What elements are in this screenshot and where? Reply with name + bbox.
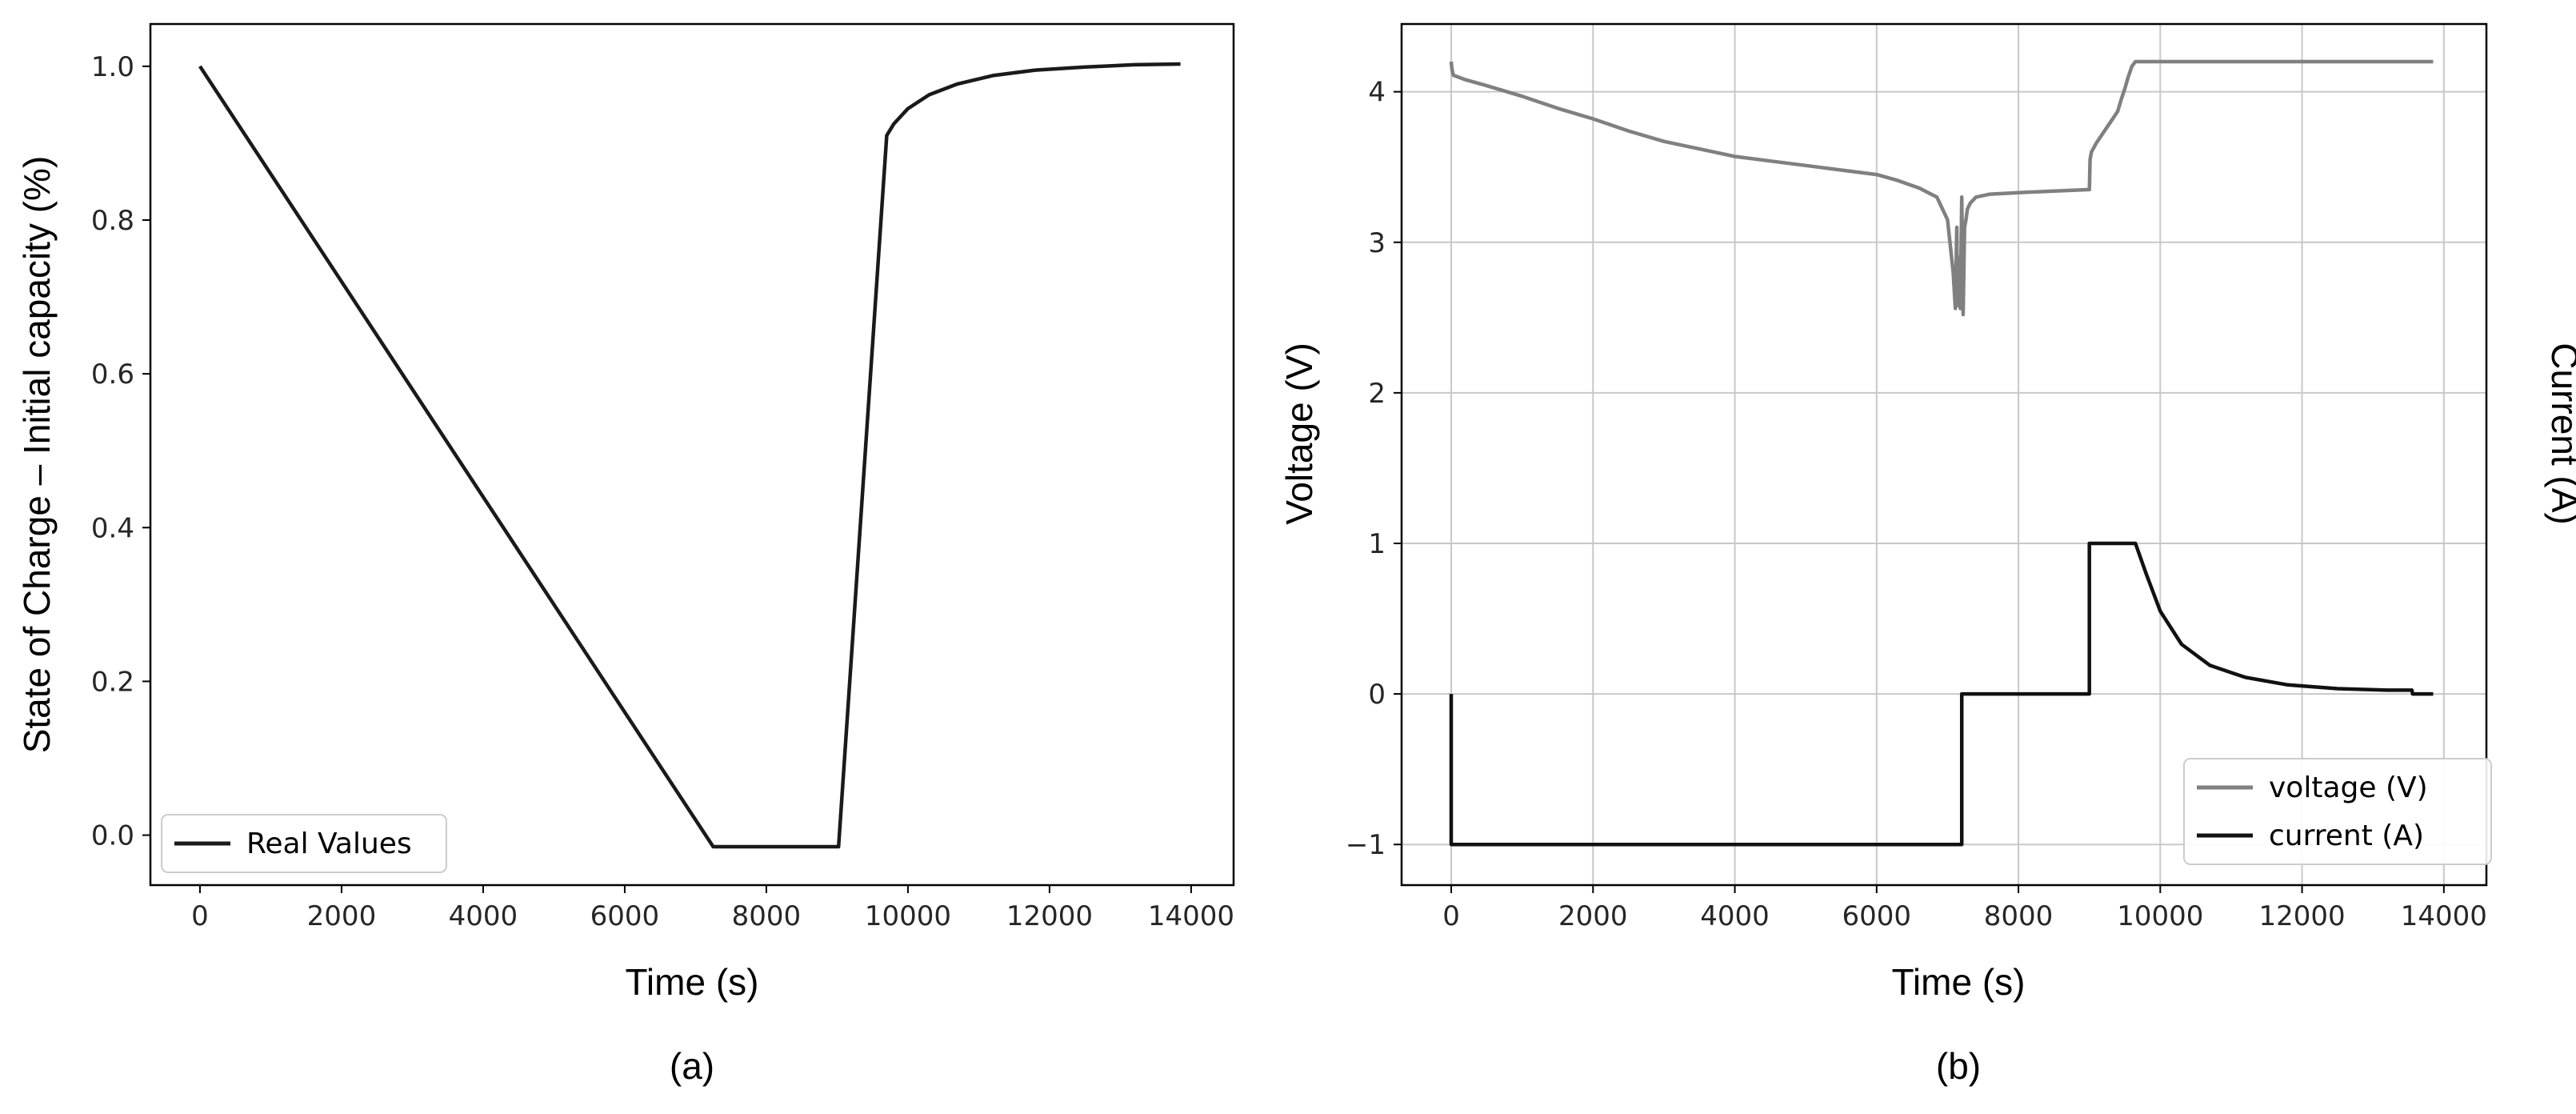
x-tick-label: 0 bbox=[1442, 900, 1460, 932]
x-tick-label: 8000 bbox=[732, 900, 802, 932]
panel-caption: (b) bbox=[1936, 1045, 1981, 1087]
y-tick-label: 0.8 bbox=[91, 205, 134, 237]
y-axis-label: Voltage (V) bbox=[1278, 343, 1320, 525]
x-tick-label: 4000 bbox=[1700, 900, 1770, 932]
x-axis-label: Time (s) bbox=[626, 961, 759, 1003]
legend-box bbox=[2183, 758, 2492, 865]
x-tick-label: 6000 bbox=[1842, 900, 1912, 932]
series-line-2 bbox=[1449, 541, 2434, 847]
y-tick-label: −1 bbox=[1346, 829, 1386, 861]
chart-panel-b: 0 2000 4000 6000 8000 10000 12000 14000 −1 0 1 2 3 4 V… bbox=[1278, 22, 2576, 1087]
x-tick-label: 8000 bbox=[1984, 900, 2054, 932]
y-tick-label: 0.0 bbox=[91, 820, 134, 852]
plot-frame bbox=[1400, 22, 2488, 887]
chart-panel-a: 0 2000 4000 6000 8000 10000 12000 14000 0.0 0.2 0.… bbox=[16, 22, 1235, 1087]
x-tick-label: 6000 bbox=[590, 900, 660, 932]
legend-label: current (A) bbox=[2269, 819, 2424, 852]
y-tick-label: 3 bbox=[1368, 227, 1386, 259]
y-tick-label: 0.6 bbox=[91, 359, 134, 391]
y-axis-label: State of Charge – Initial capacity (%) bbox=[16, 156, 58, 754]
legend-label: voltage (V) bbox=[2269, 771, 2428, 804]
plot-frame bbox=[149, 22, 1235, 887]
legend-box bbox=[161, 814, 447, 873]
x-tick-label: 10000 bbox=[2117, 900, 2203, 932]
x-tick-label: 14000 bbox=[1148, 900, 1234, 932]
x-axis-label: Time (s) bbox=[1892, 961, 2026, 1003]
x-tick-label: 12000 bbox=[2258, 900, 2345, 932]
x-tick-label: 4000 bbox=[449, 900, 518, 932]
x-tick-label: 2000 bbox=[307, 900, 377, 932]
panel-caption: (a) bbox=[670, 1045, 714, 1087]
x-tick-label: 12000 bbox=[1006, 900, 1093, 932]
x-tick-label: 0 bbox=[191, 900, 209, 932]
y-tick-label: 0 bbox=[1368, 679, 1386, 711]
x-tick-label: 2000 bbox=[1558, 900, 1628, 932]
y-tick-label: 1 bbox=[1368, 528, 1386, 560]
y-tick-label: 2 bbox=[1368, 378, 1386, 410]
series-line-1 bbox=[198, 62, 1181, 849]
legend: Real Values bbox=[161, 814, 447, 873]
y-tick-label: 0.2 bbox=[91, 666, 134, 698]
x-tick-label: 10000 bbox=[865, 900, 951, 932]
right-axis-label: Current (A) bbox=[2544, 343, 2576, 524]
y-tick-label: 1.0 bbox=[91, 51, 134, 83]
legend-label: Real Values bbox=[246, 827, 412, 860]
y-tick-label: 4 bbox=[1368, 77, 1386, 109]
legend: voltage (V) current (A) bbox=[2183, 758, 2492, 865]
x-tick-label: 14000 bbox=[2401, 900, 2487, 932]
y-tick-label: 0.4 bbox=[91, 512, 134, 544]
series-line-1 bbox=[1449, 59, 2434, 317]
